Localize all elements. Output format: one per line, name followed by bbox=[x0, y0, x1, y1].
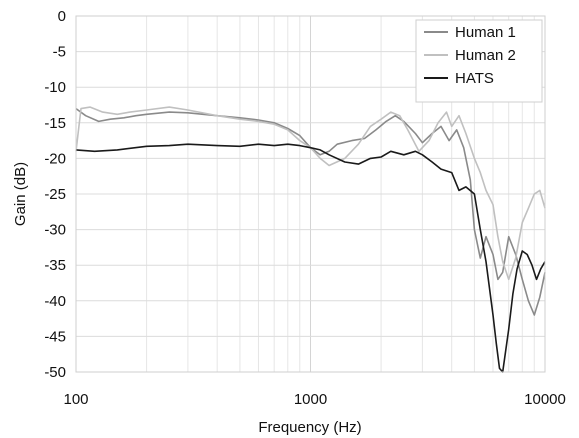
legend-label: HATS bbox=[455, 70, 494, 87]
y-tick-label: -25 bbox=[44, 186, 66, 203]
y-axis-label: Gain (dB) bbox=[12, 162, 29, 226]
y-tick-label: -50 bbox=[44, 364, 66, 381]
y-tick-label: -10 bbox=[44, 79, 66, 96]
series-line-human-2 bbox=[75, 106, 546, 281]
y-tick-label: -35 bbox=[44, 257, 66, 274]
x-tick-label: 10000 bbox=[524, 391, 566, 408]
y-axis-ticks: 0 -5 -10 -15 -20 -25 -30 -35 -40 -45 -50 bbox=[44, 8, 66, 381]
y-tick-label: -15 bbox=[44, 115, 66, 132]
series-line-human-1 bbox=[75, 107, 546, 316]
x-tick-label: 1000 bbox=[294, 391, 327, 408]
legend-label: Human 1 bbox=[455, 24, 516, 41]
legend-box bbox=[415, 19, 543, 103]
series-line-hats bbox=[75, 143, 546, 373]
y-tick-label: -45 bbox=[44, 328, 66, 345]
y-tick-label: -30 bbox=[44, 222, 66, 239]
legend-label: Human 2 bbox=[455, 47, 516, 64]
y-tick-label: -20 bbox=[44, 150, 66, 167]
legend: Human 1 Human 2 HATS bbox=[415, 19, 543, 103]
x-axis-label: Frequency (Hz) bbox=[258, 419, 361, 436]
series-lines bbox=[75, 106, 546, 373]
x-axis-ticks: 100 1000 10000 bbox=[63, 391, 565, 408]
y-tick-label: 0 bbox=[58, 8, 66, 25]
x-tick-label: 100 bbox=[63, 391, 88, 408]
y-tick-label: -40 bbox=[44, 293, 66, 310]
y-tick-label: -5 bbox=[53, 44, 66, 61]
plot-area-border bbox=[75, 15, 546, 373]
